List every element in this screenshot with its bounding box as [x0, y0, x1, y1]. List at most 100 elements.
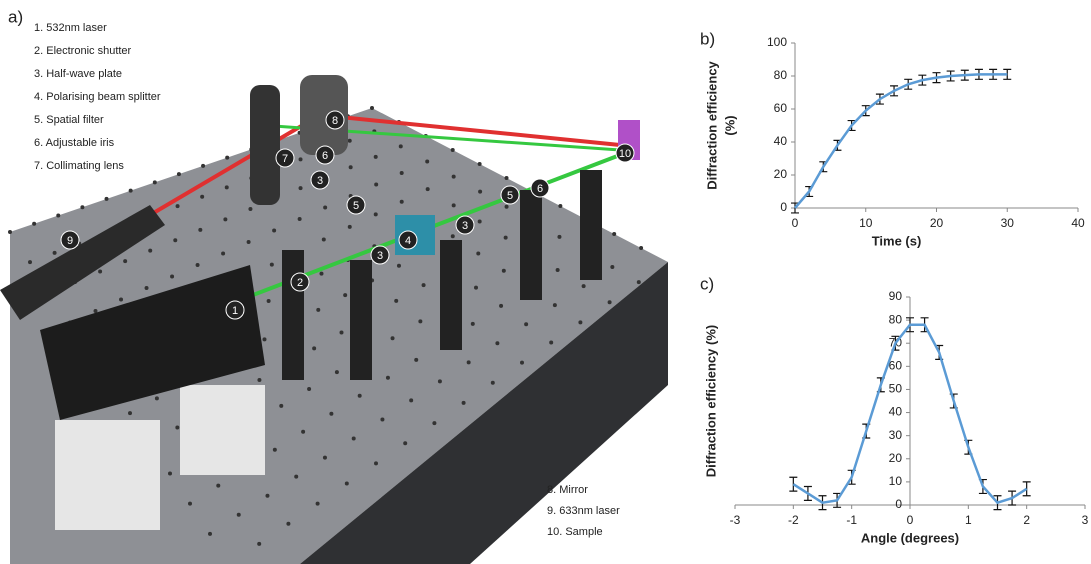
optical-setup: 9 1 2 3 4 3 5 5 3 6 6 7 8 10 [0, 75, 668, 564]
hole [208, 531, 212, 536]
legend-item: 4. Polarising beam splitter [34, 91, 161, 103]
panel-label: b) [700, 29, 715, 48]
y-tick-label: 80 [774, 68, 788, 82]
hole [148, 248, 153, 253]
hole [298, 157, 303, 162]
hole [269, 262, 274, 267]
mirror [300, 75, 348, 155]
hole [477, 219, 482, 224]
hole [607, 300, 612, 305]
hole [374, 461, 378, 466]
mount [350, 260, 372, 380]
hole [357, 393, 362, 398]
legend-item: 9. 633nm laser [547, 505, 620, 517]
hole [170, 274, 175, 279]
table-top [10, 108, 668, 564]
hole [549, 340, 554, 345]
hole [32, 221, 37, 226]
mount [520, 190, 542, 300]
hole [396, 263, 401, 268]
y-axis-label: Diffraction efficiency (%) [703, 325, 718, 477]
x-axis-label: Angle (degrees) [861, 530, 959, 545]
x-tick-label: -3 [730, 513, 741, 527]
hole [351, 436, 356, 441]
hole [176, 172, 181, 177]
legend-item: 3. Half-wave plate [34, 68, 122, 80]
hole [373, 212, 378, 217]
hole [152, 180, 157, 185]
error-bar [789, 476, 798, 492]
hole [501, 268, 506, 273]
laser-stand [55, 420, 160, 530]
hole [321, 237, 326, 242]
marker-label: 9 [67, 235, 73, 247]
hole [319, 271, 324, 276]
marker-dot [225, 300, 245, 320]
x-tick-label: 10 [859, 216, 873, 230]
hole [495, 341, 500, 346]
hole [201, 163, 206, 168]
hole [257, 378, 262, 382]
y-tick-label: 40 [889, 405, 903, 419]
marker-dot [60, 230, 80, 250]
hole [394, 298, 399, 303]
panel-label: c) [700, 274, 714, 293]
hole [504, 204, 509, 209]
hole [610, 265, 615, 270]
hole [312, 346, 317, 351]
hole [323, 205, 328, 210]
hole [297, 217, 302, 222]
hole [168, 471, 172, 476]
hole [578, 320, 583, 325]
hole [154, 396, 159, 401]
hole [385, 375, 390, 380]
hole [552, 303, 557, 308]
hole [520, 360, 524, 365]
panel-label: a) [8, 7, 23, 26]
hole [374, 182, 379, 187]
mount [282, 250, 304, 380]
hole [28, 260, 32, 265]
hole [175, 425, 180, 430]
hole [490, 380, 495, 385]
x-tick-label: -2 [788, 513, 799, 527]
hole [223, 217, 228, 222]
y-tick-label: 0 [780, 200, 787, 214]
marker-dot [310, 170, 330, 190]
x-axis-label: Time (s) [872, 233, 922, 248]
marker-dot [325, 110, 345, 130]
hole [224, 185, 229, 190]
hole [478, 189, 483, 194]
y-tick-label: 40 [774, 134, 788, 148]
x-tick-label: 3 [1082, 513, 1089, 527]
y-tick-label: 30 [889, 428, 903, 442]
y-tick-label: 100 [767, 35, 787, 49]
hole [265, 493, 270, 498]
data-line [792, 323, 1028, 505]
hole [188, 501, 192, 506]
y-tick-label: 10 [889, 474, 903, 488]
legend-item: 6. Adjustable iris [34, 137, 115, 149]
marker-dot [290, 272, 310, 292]
marker-label: 3 [317, 175, 323, 187]
hole [272, 228, 277, 233]
hole [173, 238, 178, 243]
hole [450, 148, 455, 152]
marker-dot [500, 185, 520, 205]
hole [279, 403, 284, 408]
hole [461, 400, 466, 405]
hole [198, 227, 203, 232]
hole [236, 512, 241, 517]
legend-item: 2. Electronic shutter [34, 45, 132, 57]
marker-label: 3 [377, 250, 383, 262]
marker-dot [275, 148, 295, 168]
hole [200, 194, 205, 199]
hole [266, 298, 271, 303]
marker-dot [370, 245, 390, 265]
hole [476, 251, 481, 256]
hole [470, 321, 475, 326]
mount [440, 240, 462, 350]
y-tick-label: 50 [889, 382, 903, 396]
mirror [250, 85, 280, 205]
